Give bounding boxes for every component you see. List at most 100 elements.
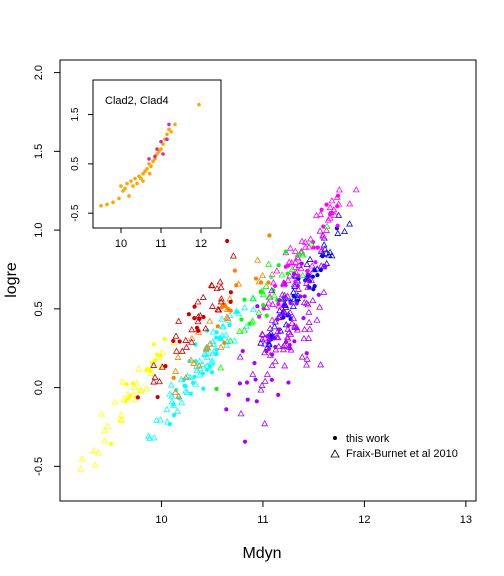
data-point-circle xyxy=(323,264,328,269)
data-point-triangle xyxy=(288,259,296,266)
data-point-triangle xyxy=(111,398,119,405)
series-group xyxy=(224,227,328,444)
data-point-triangle xyxy=(188,326,196,333)
data-point-circle xyxy=(193,342,198,347)
data-point-circle xyxy=(315,245,321,250)
inset-data-point xyxy=(148,171,152,176)
data-point-circle xyxy=(214,335,219,340)
data-point-triangle xyxy=(196,371,204,378)
data-point-triangle xyxy=(190,359,198,366)
y-tick-label: 1.0 xyxy=(33,222,45,237)
inset-data-point xyxy=(165,137,169,141)
data-point-circle xyxy=(171,375,176,380)
data-point-circle xyxy=(277,298,282,303)
data-point-triangle xyxy=(334,229,342,236)
data-point-triangle xyxy=(265,293,273,300)
data-point-triangle xyxy=(98,410,105,417)
data-point-circle xyxy=(171,413,177,418)
data-point-circle xyxy=(335,204,340,209)
data-point-triangle xyxy=(319,231,327,238)
inset-data-point xyxy=(105,202,109,207)
data-point-triangle xyxy=(306,325,314,332)
data-point-circle xyxy=(227,323,232,328)
data-point-triangle xyxy=(135,365,143,372)
data-point-triangle xyxy=(302,243,310,250)
data-point-triangle xyxy=(77,465,85,472)
data-point-triangle xyxy=(294,285,302,292)
data-point-circle xyxy=(228,290,233,295)
data-point-triangle xyxy=(163,418,171,425)
data-point-circle xyxy=(222,303,228,309)
data-point-triangle xyxy=(280,281,288,288)
data-point-triangle xyxy=(303,299,311,306)
data-point-circle xyxy=(222,340,227,345)
data-point-triangle xyxy=(266,324,274,332)
data-point-triangle xyxy=(199,293,207,300)
data-point-triangle xyxy=(322,249,330,256)
data-point-triangle xyxy=(210,347,218,354)
data-point-triangle xyxy=(203,353,211,360)
inset-data-point xyxy=(153,157,157,161)
data-point-triangle xyxy=(170,401,178,408)
data-point-triangle xyxy=(259,330,267,338)
data-point-triangle xyxy=(131,383,139,390)
data-point-triangle xyxy=(175,317,183,324)
data-point-triangle xyxy=(216,278,224,285)
data-point-circle xyxy=(288,300,293,306)
inset-data-point xyxy=(155,147,159,151)
x-axis-label: Mdyn xyxy=(242,545,281,562)
data-point-circle xyxy=(276,263,281,268)
data-point-triangle xyxy=(175,392,183,399)
inset-data-point xyxy=(135,181,139,186)
data-point-triangle xyxy=(263,303,271,310)
data-point-triangle xyxy=(309,296,317,304)
data-point-triangle xyxy=(265,260,273,267)
data-point-triangle xyxy=(303,361,311,368)
data-point-triangle xyxy=(288,265,296,273)
data-point-triangle xyxy=(289,302,297,309)
x-tick-label: 10 xyxy=(155,514,167,526)
data-point-triangle xyxy=(261,340,269,347)
data-point-triangle xyxy=(178,347,186,354)
data-point-triangle xyxy=(204,344,212,351)
data-point-circle xyxy=(287,346,292,351)
data-point-circle xyxy=(124,382,129,387)
inset-data-point xyxy=(147,157,151,161)
data-point-triangle xyxy=(325,251,333,258)
data-point-triangle xyxy=(298,353,306,360)
data-point-triangle xyxy=(287,330,295,337)
data-point-triangle xyxy=(254,256,262,263)
data-point-triangle xyxy=(259,290,267,298)
legend-label-this-work: this work xyxy=(346,433,390,445)
data-point-triangle xyxy=(352,186,360,193)
data-point-triangle xyxy=(269,300,277,307)
data-point-triangle xyxy=(249,317,257,324)
data-point-triangle xyxy=(261,348,269,356)
data-point-triangle xyxy=(295,261,303,269)
series-group xyxy=(171,233,276,399)
y-tick-label: -0.5 xyxy=(33,457,45,476)
data-point-circle xyxy=(155,394,160,400)
inset-x-tick-label: 11 xyxy=(155,238,166,250)
data-point-triangle xyxy=(137,387,145,394)
data-point-triangle xyxy=(206,317,214,324)
legend-label-fraix-burnet: Fraix-Burnet et al 2010 xyxy=(346,448,458,460)
data-point-triangle xyxy=(317,262,325,269)
data-point-triangle xyxy=(236,327,244,334)
data-point-triangle xyxy=(150,361,158,368)
data-point-circle xyxy=(285,271,290,276)
data-point-triangle xyxy=(249,370,257,377)
data-point-triangle xyxy=(303,279,310,286)
data-point-triangle xyxy=(195,362,203,369)
data-point-triangle xyxy=(298,237,306,244)
y-tick-label: 2.0 xyxy=(33,65,45,80)
data-point-triangle xyxy=(274,327,282,335)
data-point-circle xyxy=(244,380,250,385)
data-point-triangle xyxy=(131,395,139,403)
main-x-axis: 10 11 12 13 xyxy=(155,501,472,526)
inset-data-point xyxy=(167,127,171,132)
data-point-triangle xyxy=(100,437,108,444)
data-point-circle xyxy=(232,268,237,273)
inset-data-point xyxy=(149,164,153,169)
data-point-triangle xyxy=(182,387,190,394)
